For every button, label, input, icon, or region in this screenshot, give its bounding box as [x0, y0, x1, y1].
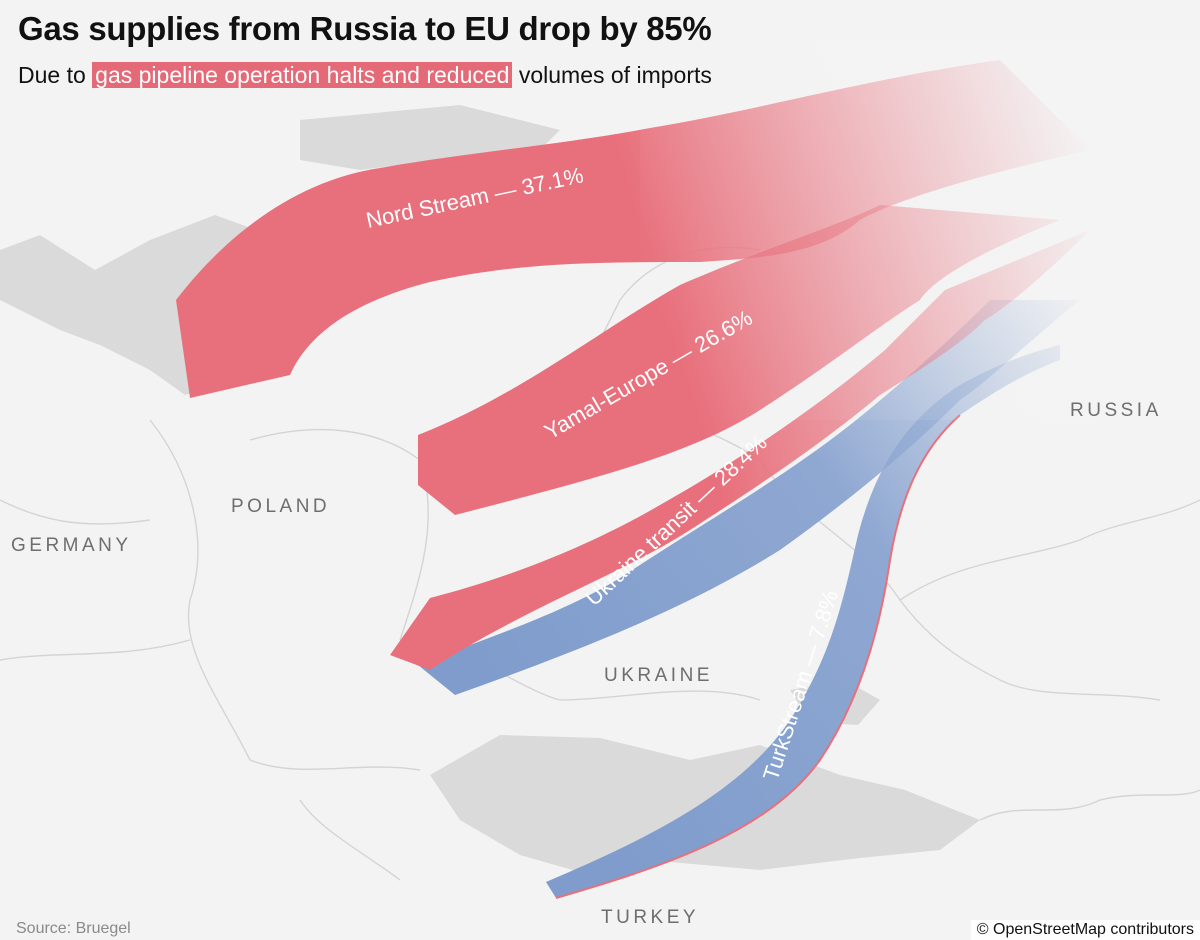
- pipeline-turkstream: [546, 345, 1060, 899]
- country-label-turkey: TURKEY: [601, 907, 700, 928]
- country-label-ukraine: UKRAINE: [604, 665, 713, 686]
- map-attribution[interactable]: © OpenStreetMap contributors: [970, 920, 1200, 940]
- subtitle-suffix: volumes of imports: [512, 62, 712, 88]
- source-note: Source: Bruegel: [16, 920, 131, 937]
- country-label-poland: POLAND: [231, 496, 331, 517]
- chart-title: Gas supplies from Russia to EU drop by 8…: [18, 10, 712, 47]
- russia-fade-overlay: [640, 40, 1200, 420]
- subtitle-prefix: Due to: [18, 62, 93, 88]
- turkstream-edge-red: [555, 414, 961, 899]
- country-label-russia: RUSSIA: [1070, 400, 1162, 421]
- chart-subtitle: Due to gas pipeline operation halts and …: [18, 62, 712, 89]
- subtitle-highlight: gas pipeline operation halts and reduced: [92, 62, 513, 88]
- country-label-germany: GERMANY: [11, 535, 132, 556]
